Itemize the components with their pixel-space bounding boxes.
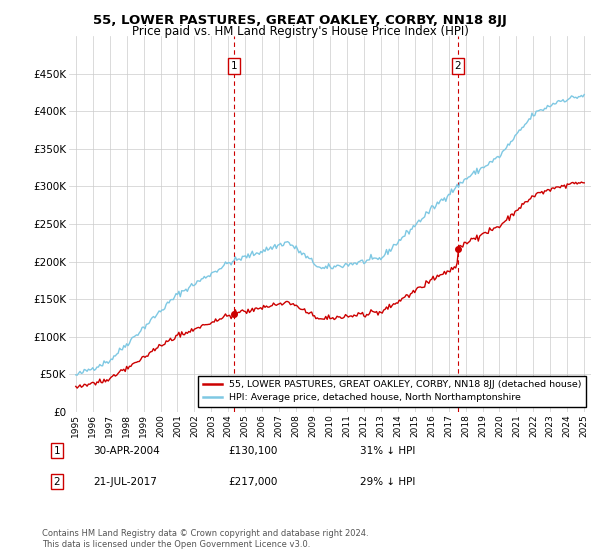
- Text: 2: 2: [53, 477, 61, 487]
- Text: £217,000: £217,000: [228, 477, 277, 487]
- Text: Price paid vs. HM Land Registry's House Price Index (HPI): Price paid vs. HM Land Registry's House …: [131, 25, 469, 38]
- Text: Contains HM Land Registry data © Crown copyright and database right 2024.
This d: Contains HM Land Registry data © Crown c…: [42, 529, 368, 549]
- Text: 21-JUL-2017: 21-JUL-2017: [93, 477, 157, 487]
- Text: 29% ↓ HPI: 29% ↓ HPI: [360, 477, 415, 487]
- Text: 1: 1: [230, 62, 237, 72]
- Text: 2: 2: [455, 62, 461, 72]
- Text: 55, LOWER PASTURES, GREAT OAKLEY, CORBY, NN18 8JJ: 55, LOWER PASTURES, GREAT OAKLEY, CORBY,…: [93, 14, 507, 27]
- Text: 1: 1: [53, 446, 61, 456]
- Legend: 55, LOWER PASTURES, GREAT OAKLEY, CORBY, NN18 8JJ (detached house), HPI: Average: 55, LOWER PASTURES, GREAT OAKLEY, CORBY,…: [198, 376, 586, 407]
- Text: £130,100: £130,100: [228, 446, 277, 456]
- Text: 31% ↓ HPI: 31% ↓ HPI: [360, 446, 415, 456]
- Text: 30-APR-2004: 30-APR-2004: [93, 446, 160, 456]
